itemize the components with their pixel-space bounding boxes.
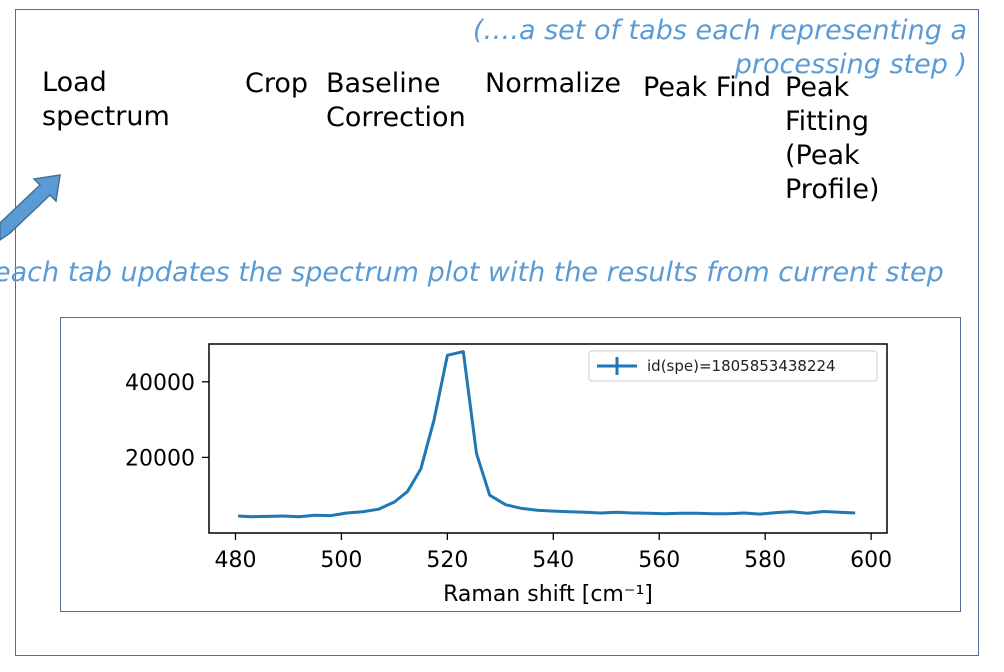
tab-baseline-correction[interactable]: Baseline Correction	[326, 68, 466, 133]
x-tick-label: 520	[426, 548, 468, 573]
arrow-shape	[0, 174, 61, 241]
x-tick-label: 580	[744, 548, 786, 573]
legend-label: id(spe)=1805853438224	[647, 357, 836, 375]
x-tick-label: 540	[532, 548, 574, 573]
plot-annotation: each tab updates the spectrum plot with …	[0, 257, 944, 288]
x-tick-label: 560	[638, 548, 680, 573]
panel-frame	[15, 9, 979, 656]
x-tick-label: 500	[320, 548, 362, 573]
spectrum-chart: 480 500 520 540 560 580 600 20000 40000 id(spe)=…	[125, 343, 892, 607]
spectrum-plot-frame: 480 500 520 540 560 580 600 20000 40000 id(spe)=…	[60, 317, 961, 612]
x-tick-label: 480	[214, 548, 256, 573]
x-tick-label: 600	[850, 548, 892, 573]
legend-box	[588, 350, 878, 382]
y-tick-label: 40000	[125, 371, 195, 396]
series-line	[238, 350, 856, 519]
pointer-arrow	[0, 174, 61, 241]
tab-peak-fitting[interactable]: Peak Fitting (Peak Profile)	[785, 72, 880, 205]
tab-load-spectrum[interactable]: Load spectrum	[42, 67, 170, 132]
plot-axes	[208, 343, 888, 534]
y-tick-label: 20000	[125, 446, 195, 471]
tab-peak-find[interactable]: Peak Find	[643, 72, 772, 103]
tab-crop[interactable]: Crop	[245, 68, 309, 99]
tabs-annotation: (….a set of tabs each representing a pro…	[472, 15, 967, 80]
tab-normalize[interactable]: Normalize	[485, 68, 621, 99]
x-axis-label: Raman shift [cm⁻¹]	[443, 582, 653, 607]
